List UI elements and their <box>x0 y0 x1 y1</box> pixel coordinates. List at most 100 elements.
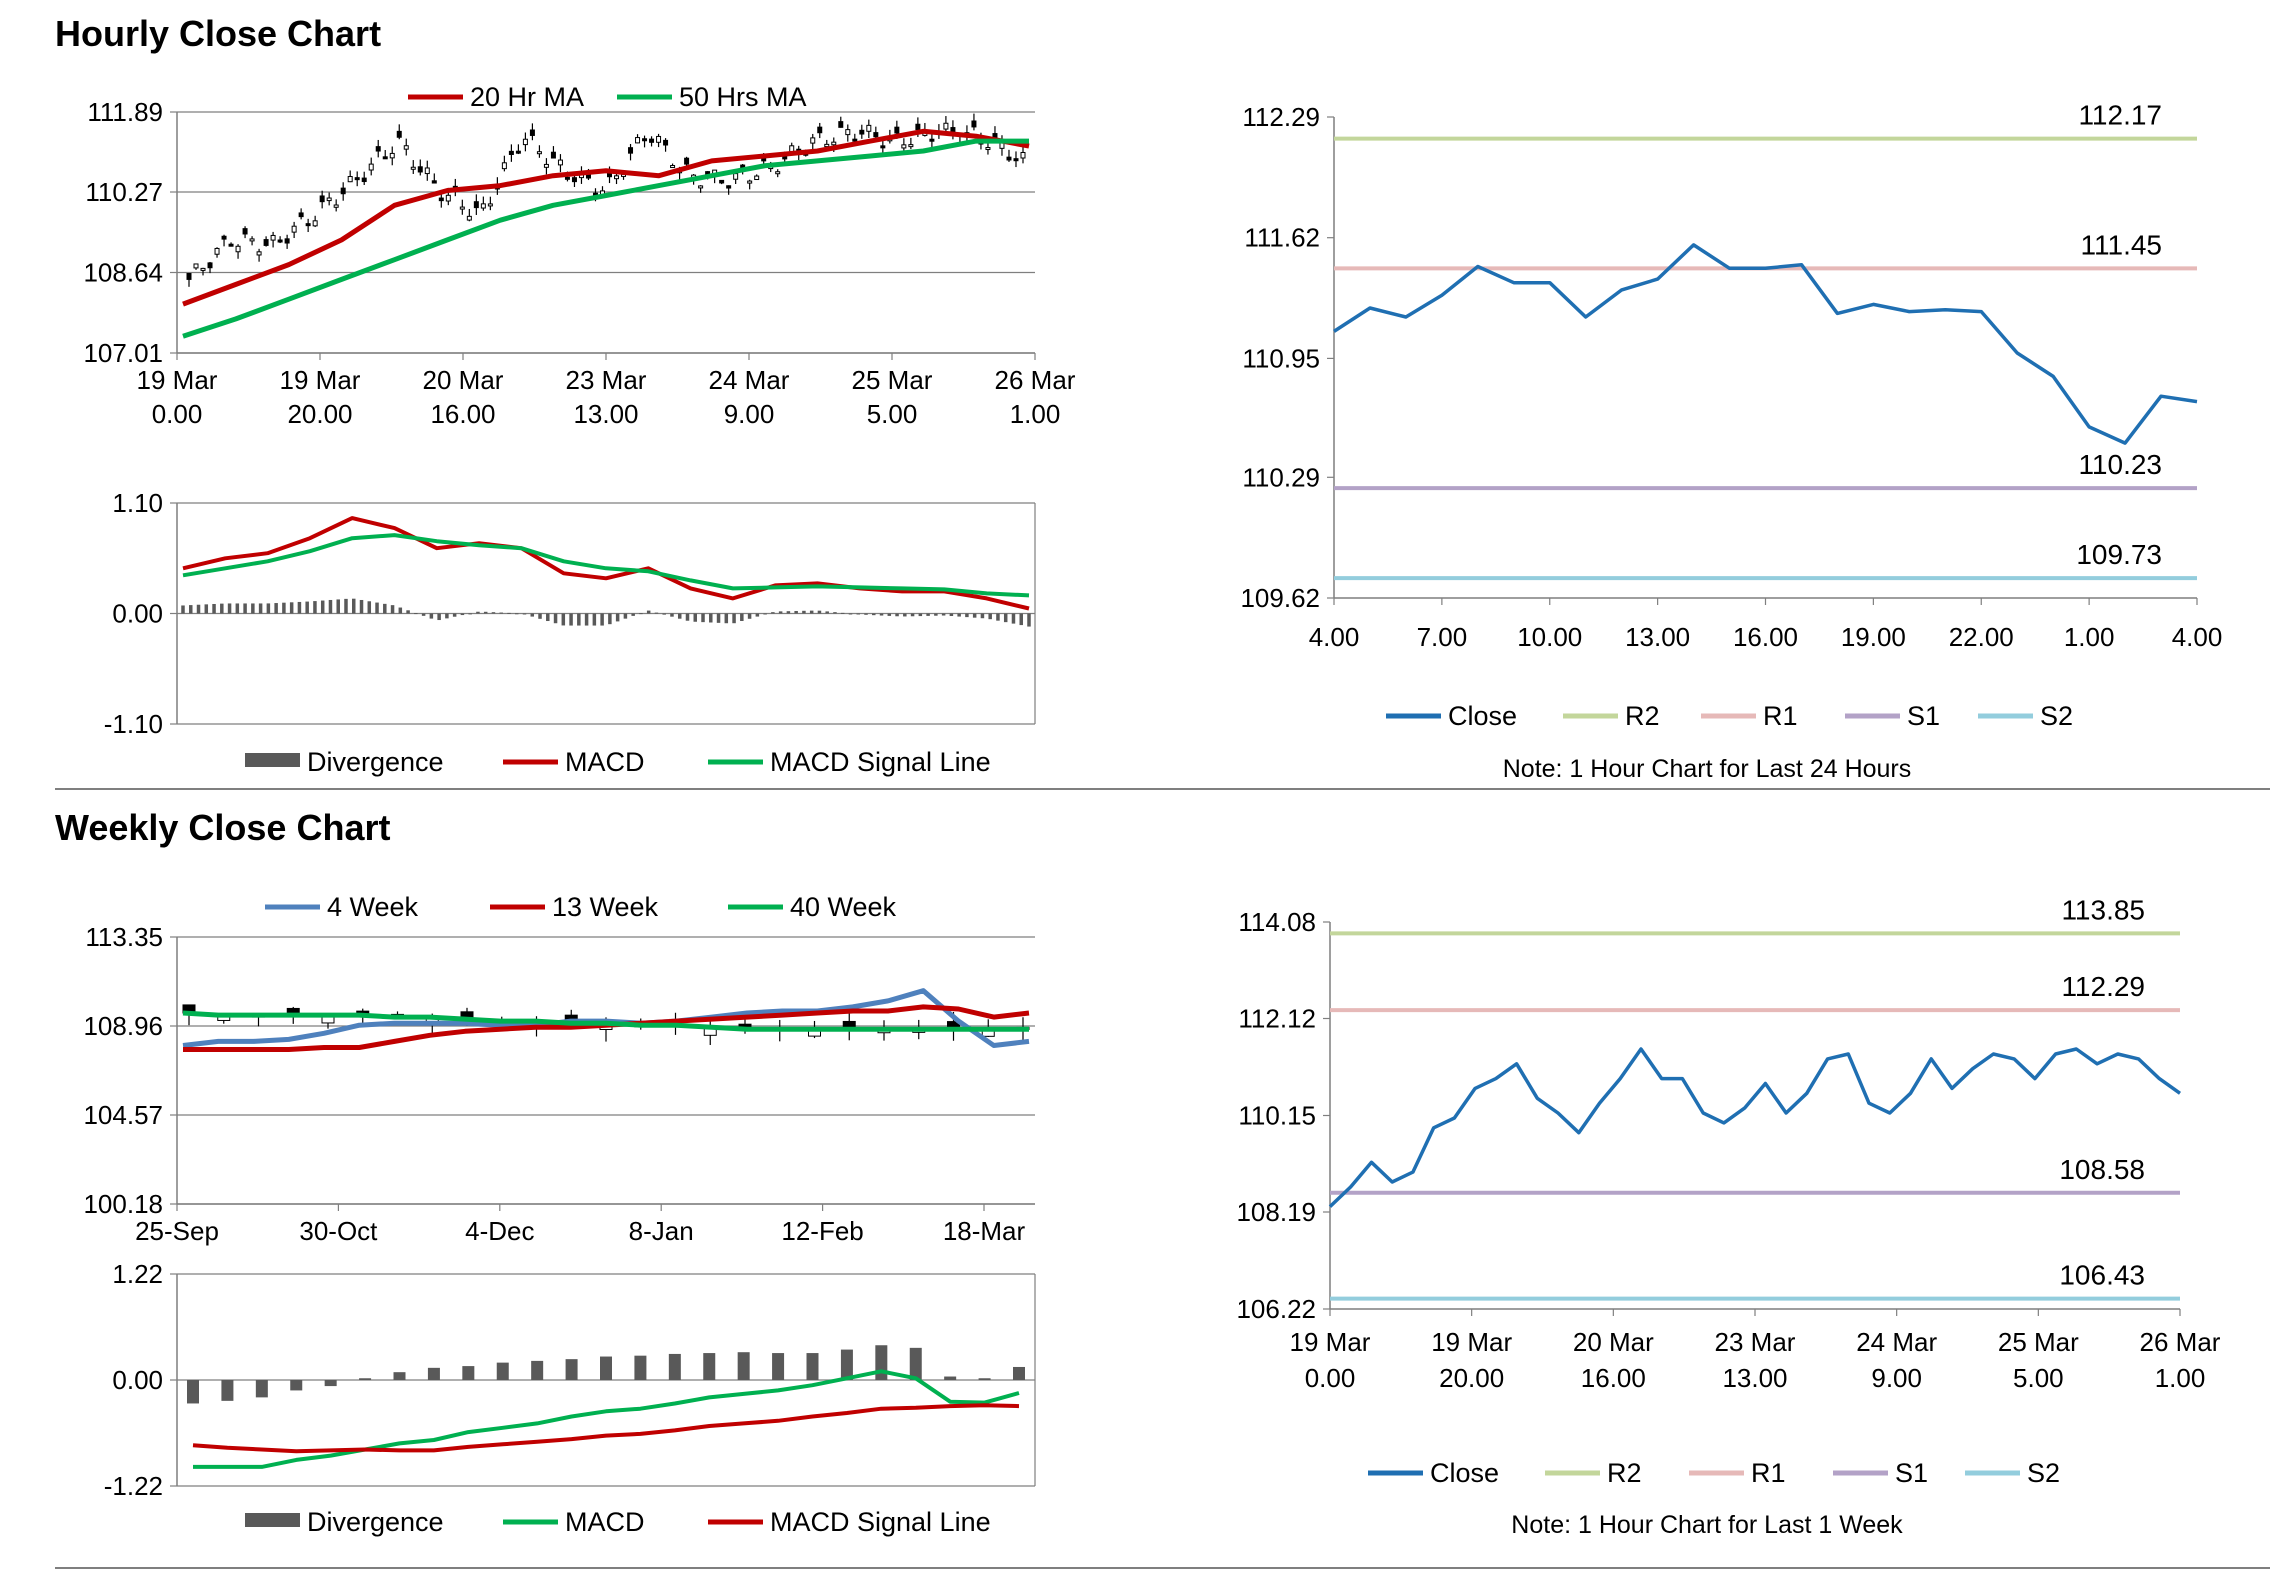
candle-body <box>340 187 346 195</box>
divergence-bar <box>421 613 426 616</box>
divergence-bar <box>204 604 209 614</box>
x-tick-label: 25 Mar <box>852 365 933 395</box>
x-tick-label: 7.00 <box>1417 622 1468 652</box>
candle-body <box>487 203 493 207</box>
candle-body <box>908 144 914 148</box>
legend-label: S2 <box>2027 1458 2060 1488</box>
legend-label: MACD Signal Line <box>770 1507 991 1537</box>
divergence-bar <box>778 611 783 614</box>
candle-body <box>550 151 556 159</box>
candle-body <box>466 215 472 221</box>
candle-body <box>943 122 949 130</box>
candle-body <box>831 141 837 146</box>
candle-body <box>733 173 739 180</box>
divergence-bar <box>825 611 829 614</box>
y-tick-label: 110.27 <box>85 177 163 207</box>
divergence-bar <box>344 598 348 614</box>
candle-body <box>214 247 220 255</box>
legend-swatch <box>245 753 300 767</box>
x-tick-label: 18-Mar <box>943 1216 1026 1246</box>
y-tick-label: 112.29 <box>1242 102 1320 132</box>
y-tick-label: 110.29 <box>1242 462 1320 492</box>
divergence-bar <box>569 613 573 626</box>
weekly-macd-chart: 1.22 0.00 -1.22 Divergence MACD MACD Signal L… <box>104 1259 1036 1537</box>
hourly-section-title: Hourly Close Chart <box>55 13 381 54</box>
candle-body <box>431 180 437 184</box>
legend-label: R1 <box>1763 701 1798 731</box>
candle-body <box>571 177 577 183</box>
y-tick-label: 0.00 <box>112 1365 163 1395</box>
divergence-bar <box>879 613 884 616</box>
divergence-bar <box>740 613 744 622</box>
divergence-bar <box>875 1345 888 1380</box>
x-tick-label: 12-Feb <box>781 1216 863 1246</box>
x-tick-label: 13.00 <box>573 399 638 429</box>
legend-label: 20 Hr MA <box>470 82 584 112</box>
divergence-bar <box>996 613 1000 621</box>
divergence-bar <box>972 613 977 618</box>
candle-body <box>333 204 339 208</box>
candle-body <box>319 195 325 203</box>
candle-body <box>221 235 227 240</box>
candle-body <box>235 245 241 253</box>
divergence-bar <box>639 613 643 615</box>
divergence-bar <box>716 613 721 623</box>
divergence-bar <box>522 613 527 615</box>
candle-body <box>354 177 360 181</box>
y-tick-label: 1.10 <box>112 488 163 518</box>
chart-note: Note: 1 Hour Chart for Last 1 Week <box>1511 1511 1903 1539</box>
divergence-bar <box>763 613 767 615</box>
candle-body <box>852 138 858 142</box>
divergence-bar <box>872 613 876 616</box>
divergence-bar <box>1011 613 1016 624</box>
divergence-bar <box>290 1380 303 1391</box>
divergence-bar <box>297 601 302 614</box>
divergence-bar <box>909 1347 922 1380</box>
divergence-bar <box>786 611 791 614</box>
x-tick-label: 16.00 <box>1733 622 1798 652</box>
y-tick-label: 112.12 <box>1238 1004 1316 1034</box>
divergence-bar <box>476 611 480 614</box>
legend-label: S1 <box>1895 1458 1928 1488</box>
x-tick-label: 20.00 <box>287 399 352 429</box>
divergence-bar <box>243 603 247 614</box>
candle-body <box>894 126 900 134</box>
divergence-bar <box>429 613 434 619</box>
divergence-bar <box>462 1366 475 1380</box>
candle-body <box>347 176 353 183</box>
x-tick-label: 13.00 <box>1625 622 1690 652</box>
x-tick-label: 0.00 <box>1305 1363 1356 1393</box>
y-tick-label: -1.10 <box>104 709 163 739</box>
divergence-bar <box>771 612 775 614</box>
candle-body <box>649 138 655 143</box>
divergence-bar <box>375 602 379 614</box>
divergence-bar <box>887 613 892 616</box>
y-tick-label: -1.22 <box>104 1471 163 1501</box>
candle-body <box>361 177 367 183</box>
candle-body <box>1006 156 1012 161</box>
legend-swatch <box>245 1513 300 1527</box>
candle-body <box>1020 151 1026 159</box>
candle-body <box>684 157 690 165</box>
x-tick-label: 4.00 <box>1309 622 1360 652</box>
divergence-bar <box>677 613 682 619</box>
divergence-bar <box>988 613 992 620</box>
divergence-bar <box>903 613 907 617</box>
x-tick-label: 23 Mar <box>1715 1327 1796 1357</box>
divergence-bar <box>274 603 278 614</box>
divergence-bar <box>336 599 340 614</box>
divergence-bar <box>980 613 985 619</box>
divergence-bar <box>189 605 193 614</box>
divergence-bar <box>802 610 806 614</box>
x-tick-label: 24 Mar <box>1856 1327 1937 1357</box>
divergence-bar <box>220 603 224 614</box>
divergence-bar <box>1013 1366 1025 1380</box>
divergence-bar <box>255 1380 268 1398</box>
divergence-bar <box>577 613 581 626</box>
candle-body <box>256 251 262 256</box>
candle-body <box>838 121 844 128</box>
candle-body <box>473 201 479 209</box>
divergence-bar <box>251 603 255 614</box>
